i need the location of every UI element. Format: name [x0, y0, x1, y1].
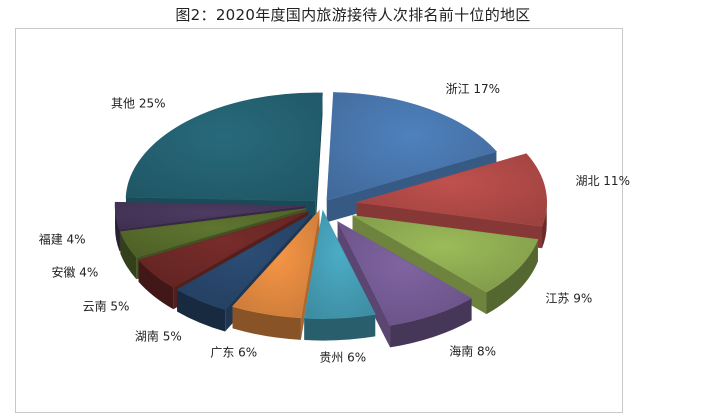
data-label-湖南: 湖南 5% [135, 329, 182, 344]
pie-slice-top [176, 213, 313, 310]
pie-slice-贵州 [303, 209, 376, 341]
pie-slice-wall [337, 221, 391, 348]
pie-slice-top [114, 201, 306, 230]
data-label-浙江: 浙江 17% [446, 82, 501, 96]
pie-slice-edge [120, 231, 137, 280]
pie-slice-edge [304, 314, 376, 341]
pie-slice-top [119, 208, 307, 258]
pie-slice-top [232, 209, 320, 319]
pie-slice-edge [232, 306, 301, 340]
pie-slice-wall [315, 92, 323, 223]
data-label-安徽: 安徽 4% [51, 265, 98, 280]
data-label-江苏: 江苏 9% [545, 291, 592, 305]
pie-slice-top [326, 92, 497, 201]
data-label-其他: 其他 25% [111, 96, 166, 110]
chart-title: 图2：2020年度国内旅游接待人次排名前十位的地区 [175, 6, 531, 24]
data-label-云南: 云南 5% [83, 298, 130, 313]
data-label-贵州: 贵州 6% [319, 350, 366, 364]
data-label-福建: 福建 4% [39, 231, 86, 246]
pie-slice-广东 [232, 209, 320, 340]
pie-slice-wall [300, 210, 320, 340]
pie-slice-edge [542, 202, 547, 249]
pie-slice-top [138, 210, 309, 288]
pie-slice-top [125, 92, 323, 202]
pie-slice-top [336, 220, 473, 326]
pie-slice-edge [177, 289, 226, 332]
pie-slice-海南 [336, 220, 473, 348]
pie-slice-top [352, 215, 539, 293]
data-label-广东: 广东 6% [210, 346, 257, 360]
pie-slice-edge [138, 259, 174, 310]
pie-slice-edge [115, 205, 120, 252]
pie-slice-top [303, 209, 376, 319]
pie-slice-edge [486, 239, 538, 315]
data-label-海南: 海南 8% [449, 344, 496, 359]
data-label-湖北: 湖北 11% [575, 173, 630, 188]
pie-slice-edge [390, 298, 472, 348]
pie-slice-top [356, 153, 548, 227]
